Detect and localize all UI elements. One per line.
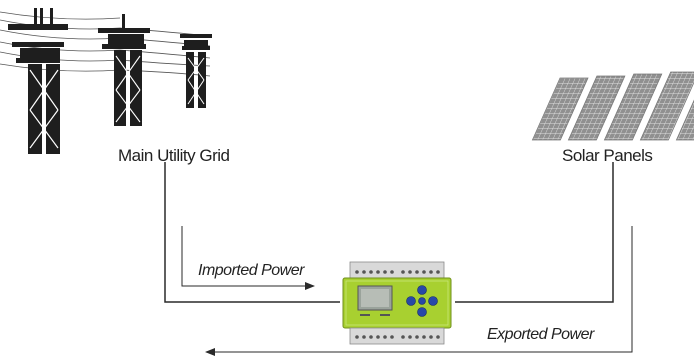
grid-label: Main Utility Grid [118, 146, 230, 165]
solar-to-meter-wire [455, 162, 614, 303]
exported-power-label: Exported Power [487, 326, 594, 343]
imported-power-label: Imported Power [198, 262, 304, 279]
imported-power-arrow [181, 226, 315, 290]
grid-to-meter-wire [164, 162, 340, 303]
power-tower-icon [0, 8, 212, 154]
solar-label: Solar Panels [562, 146, 653, 165]
solar-panel-icon [531, 69, 694, 141]
exported-power-arrow [205, 226, 633, 356]
energy-meter-icon [342, 261, 452, 345]
